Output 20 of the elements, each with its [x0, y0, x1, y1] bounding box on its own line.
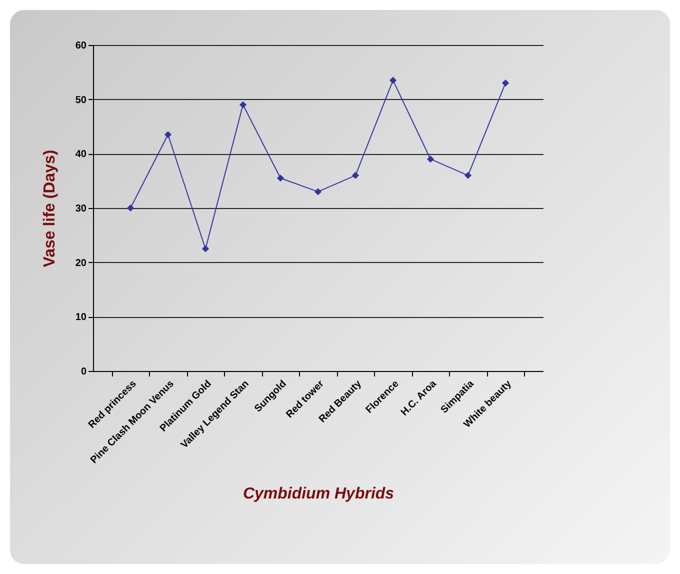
point [502, 79, 510, 87]
point [126, 204, 134, 212]
y-tick-label: 10 [75, 312, 87, 324]
point [314, 188, 322, 196]
y-tick-label: 50 [75, 94, 87, 106]
point [426, 156, 434, 163]
point [389, 76, 397, 84]
y-tick-label: 30 [75, 204, 87, 214]
point [239, 101, 247, 108]
y-tick-label: 40 [75, 149, 87, 160]
y-tick-label: 60 [75, 40, 87, 52]
point [202, 245, 210, 252]
y-tick-label: 20 [75, 258, 87, 269]
point [164, 131, 172, 138]
point [464, 172, 472, 179]
y-axis-title: Vase life (Days) [41, 150, 58, 268]
y-tick-label: 0 [80, 366, 87, 378]
x-axis-title: Cymbidium Hybrids [242, 485, 394, 502]
point [352, 172, 360, 179]
point [276, 174, 284, 182]
